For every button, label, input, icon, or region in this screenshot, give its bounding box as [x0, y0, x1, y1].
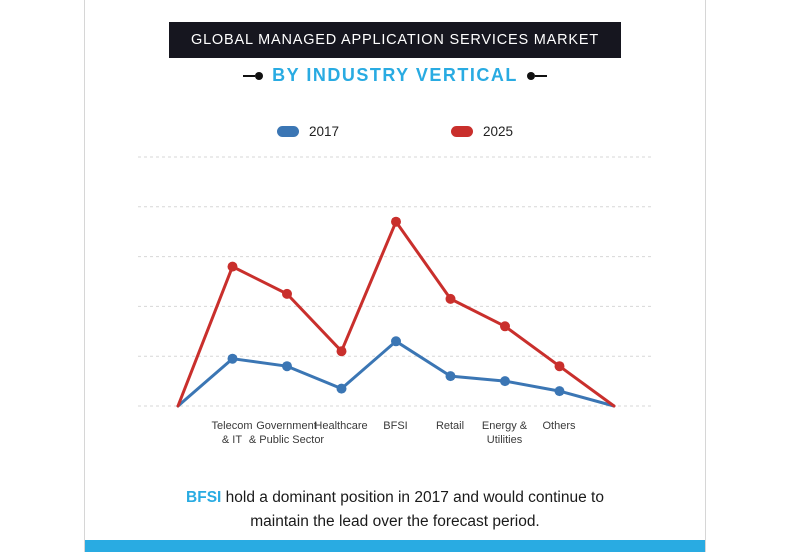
left-dot-icon: [255, 71, 264, 80]
subtitle-row: BY INDUSTRY VERTICAL: [85, 65, 705, 86]
x-tick-label: Retail: [435, 420, 465, 432]
legend-swatch-2025: [451, 126, 473, 137]
legend-label-2017: 2017: [308, 124, 339, 139]
legend-item-2017: 2017: [276, 124, 339, 139]
left-decoration: [243, 71, 264, 80]
right-line: [534, 74, 547, 77]
caption-line-1-rest: hold a dominant position in 2017 and wou…: [221, 489, 604, 506]
bottom-accent-bar: [85, 540, 705, 552]
caption-line-2: maintain the lead over the forecast peri…: [250, 513, 540, 531]
chart-caption: BFSI hold a dominant position in 2017 an…: [85, 486, 705, 534]
legend-item-2025: 2025: [451, 124, 513, 139]
x-tick-label: Healthcare: [314, 420, 368, 432]
x-axis-labels: Telecom & IT Government & Public Sector He…: [138, 420, 653, 464]
line-chart: Telecom & IT Government & Public Sector He…: [137, 153, 653, 464]
page-subtitle: BY INDUSTRY VERTICAL: [272, 65, 518, 85]
right-dot-icon: [526, 71, 535, 80]
content-card: GLOBAL MANAGED APPLICATION SERVICES MARK…: [84, 0, 706, 552]
x-tick-label: Energy & Utilities: [481, 420, 528, 446]
right-decoration: [526, 71, 547, 80]
legend-swatch-2017: [276, 126, 299, 137]
caption-line-1: BFSI hold a dominant position in 2017 an…: [85, 486, 705, 510]
x-tick-label: Others: [542, 420, 576, 432]
x-tick-label: BFSI: [383, 420, 408, 432]
caption-highlight: BFSI: [186, 489, 222, 506]
chart-legend: 2017 2025: [85, 124, 705, 139]
page-title: GLOBAL MANAGED APPLICATION SERVICES MARK…: [169, 22, 621, 58]
x-tick-label: Government & Public Sector: [248, 420, 325, 446]
left-line: [243, 74, 256, 77]
x-tick-label: Telecom & IT: [211, 420, 253, 446]
line-chart-svg: [137, 156, 653, 408]
legend-label-2025: 2025: [483, 124, 514, 139]
